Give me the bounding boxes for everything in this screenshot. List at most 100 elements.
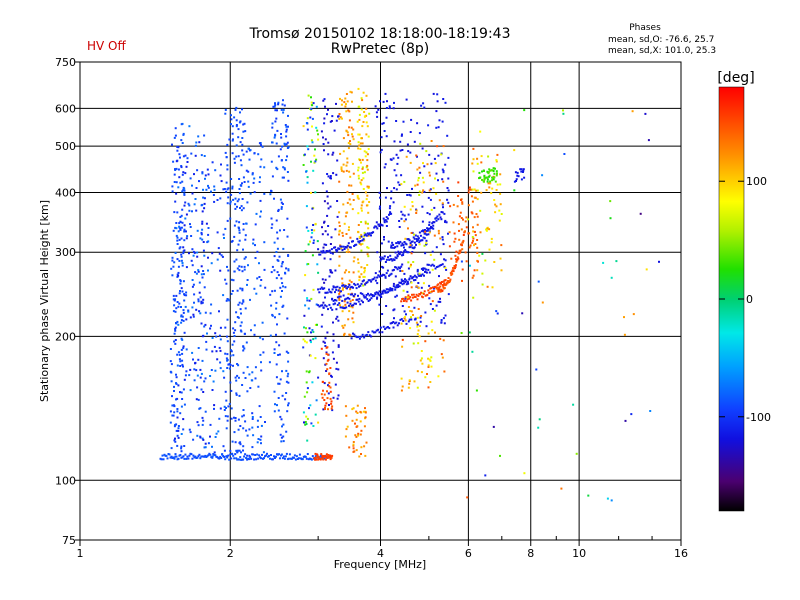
data-point [372,231,375,234]
data-point [330,400,333,403]
data-point [379,223,382,226]
data-point [181,352,184,355]
data-point [194,362,196,365]
data-point [394,256,397,259]
data-point [489,182,492,185]
data-point [327,250,330,253]
data-point [348,279,351,282]
data-point [240,451,242,454]
data-point [329,390,332,393]
data-point [393,259,396,261]
data-point [316,454,319,457]
data-point [225,407,227,409]
data-point [365,121,368,124]
data-point [192,254,195,257]
data-point [469,264,471,267]
data-point [322,99,325,102]
data-point [354,434,357,437]
data-point [324,363,327,366]
data-point [658,260,660,263]
data-point [609,200,612,203]
data-point [268,454,270,457]
data-point [499,257,502,260]
data-point [241,415,244,418]
data-point [485,228,488,231]
data-point [472,170,475,173]
data-point [345,414,348,417]
data-point [331,298,334,301]
data-point [196,229,199,232]
data-point [176,353,179,356]
data-point [191,248,194,251]
data-point [185,237,188,240]
data-point [401,305,404,307]
data-point [182,345,185,348]
data-point [205,222,208,225]
data-point [357,147,360,150]
data-point [324,408,326,410]
data-point [367,187,370,189]
data-point [468,232,471,235]
data-point [329,258,332,261]
data-point [351,208,354,211]
data-point [417,329,420,332]
data-point [199,436,202,439]
data-point [409,161,412,164]
data-point [226,340,229,343]
data-point [265,454,267,457]
data-point [306,176,309,179]
data-point [408,379,411,382]
data-point [305,122,308,124]
data-point [478,176,481,179]
data-point [310,107,313,110]
data-point [407,251,410,254]
data-point [367,292,369,295]
data-point [342,150,345,153]
data-point [402,282,405,285]
data-point [170,447,173,450]
data-point [447,232,449,235]
data-point [302,338,305,341]
data-point [181,173,184,176]
data-point [243,455,246,458]
data-point [274,316,276,319]
data-point [439,290,442,293]
data-point [305,457,308,460]
data-point [327,454,329,456]
data-point [173,173,176,176]
data-point [370,335,373,338]
data-point [195,308,198,311]
data-point [274,120,277,123]
data-point [428,284,431,287]
data-point [421,220,424,223]
data-point [280,108,283,111]
data-point [216,199,219,201]
data-point [184,172,187,175]
data-point [494,167,496,170]
data-point [184,453,187,456]
data-point [209,423,212,426]
data-point [178,353,181,356]
data-point [341,299,344,302]
data-point [209,327,212,330]
data-point [222,294,225,297]
data-point [331,454,334,457]
data-point [285,128,288,131]
data-point [349,90,352,93]
data-point [437,218,440,221]
data-point [178,176,181,179]
data-point [417,273,420,276]
data-point [394,275,397,278]
data-point [360,429,363,432]
data-point [229,354,232,357]
data-point [287,146,290,149]
data-point [410,286,413,289]
data-point [330,291,333,294]
data-point [375,329,378,332]
data-point [329,458,332,461]
data-point [414,296,417,298]
data-point [216,258,219,261]
data-point [279,433,282,436]
data-point [346,287,348,290]
data-point [349,300,352,303]
